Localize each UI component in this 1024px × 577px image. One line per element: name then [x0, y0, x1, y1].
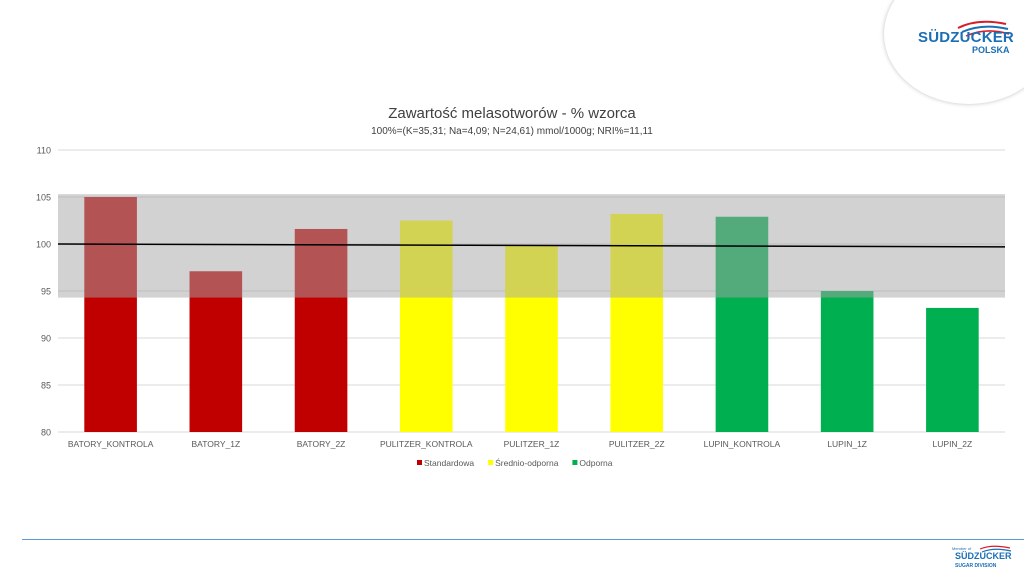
x-tick-label: LUPIN_1Z — [827, 439, 867, 449]
footer-logo-division: SUGAR DIVISION — [955, 563, 997, 569]
chart-title: Zawartość melasotworów - % wzorca — [388, 105, 636, 122]
footer-divider — [22, 539, 1024, 540]
legend-label: Standardowa — [424, 458, 474, 468]
y-tick-label: 85 — [41, 381, 51, 391]
x-tick-label: PULITZER_1Z — [504, 439, 560, 449]
y-tick-label: 95 — [41, 287, 51, 297]
legend-label: Średnio-odporna — [495, 457, 559, 468]
y-tick-label: 110 — [37, 146, 51, 156]
y-tick-label: 100 — [36, 240, 51, 250]
legend-swatch — [417, 460, 422, 465]
bar — [189, 271, 243, 432]
bar — [926, 307, 979, 432]
x-tick-label: BATORY_1Z — [191, 439, 240, 449]
bar — [820, 291, 874, 432]
reference-line-group — [57, 243, 1006, 248]
footer-logo-pre: Member of — [952, 546, 972, 551]
x-tick-label: LUPIN_KONTROLA — [704, 439, 781, 449]
legend: Standardowa Średnio-odporna Odporna — [417, 457, 613, 468]
x-tick-label: LUPIN_2Z — [933, 439, 973, 449]
logo-swoosh-icon — [957, 20, 1010, 37]
y-tick-label: 105 — [36, 193, 51, 203]
x-axis: BATORY_KONTROLA BATORY_1Z BATORY_2Z PULITZE… — [68, 439, 972, 449]
chart-subtitle: 100%=(K=35,31; Na=4,09; N=24,61) mmol/10… — [371, 126, 653, 137]
x-tick-label: BATORY_KONTROLA — [68, 439, 154, 449]
y-axis: 80 85 90 95 100 105 110 — [36, 146, 51, 438]
y-tick-label: 80 — [41, 428, 51, 438]
y-tick-label: 90 — [41, 334, 51, 344]
reference-line — [57, 243, 1006, 248]
x-tick-label: BATORY_2Z — [297, 439, 346, 449]
logo-sub-text: POLSKA — [972, 45, 1010, 55]
logo-brand-text: SÜDZUCKER — [918, 29, 1014, 46]
legend-swatch — [572, 460, 578, 465]
footer-logo-swoosh-icon — [979, 545, 1012, 553]
footer-logo-brand: SÜDZUCKER — [955, 551, 1012, 561]
legend-swatch — [488, 460, 494, 465]
legend-label: Odporna — [579, 458, 612, 468]
x-tick-label: PULITZER_2Z — [609, 439, 665, 449]
x-tick-label: PULITZER_KONTROLA — [380, 439, 473, 449]
